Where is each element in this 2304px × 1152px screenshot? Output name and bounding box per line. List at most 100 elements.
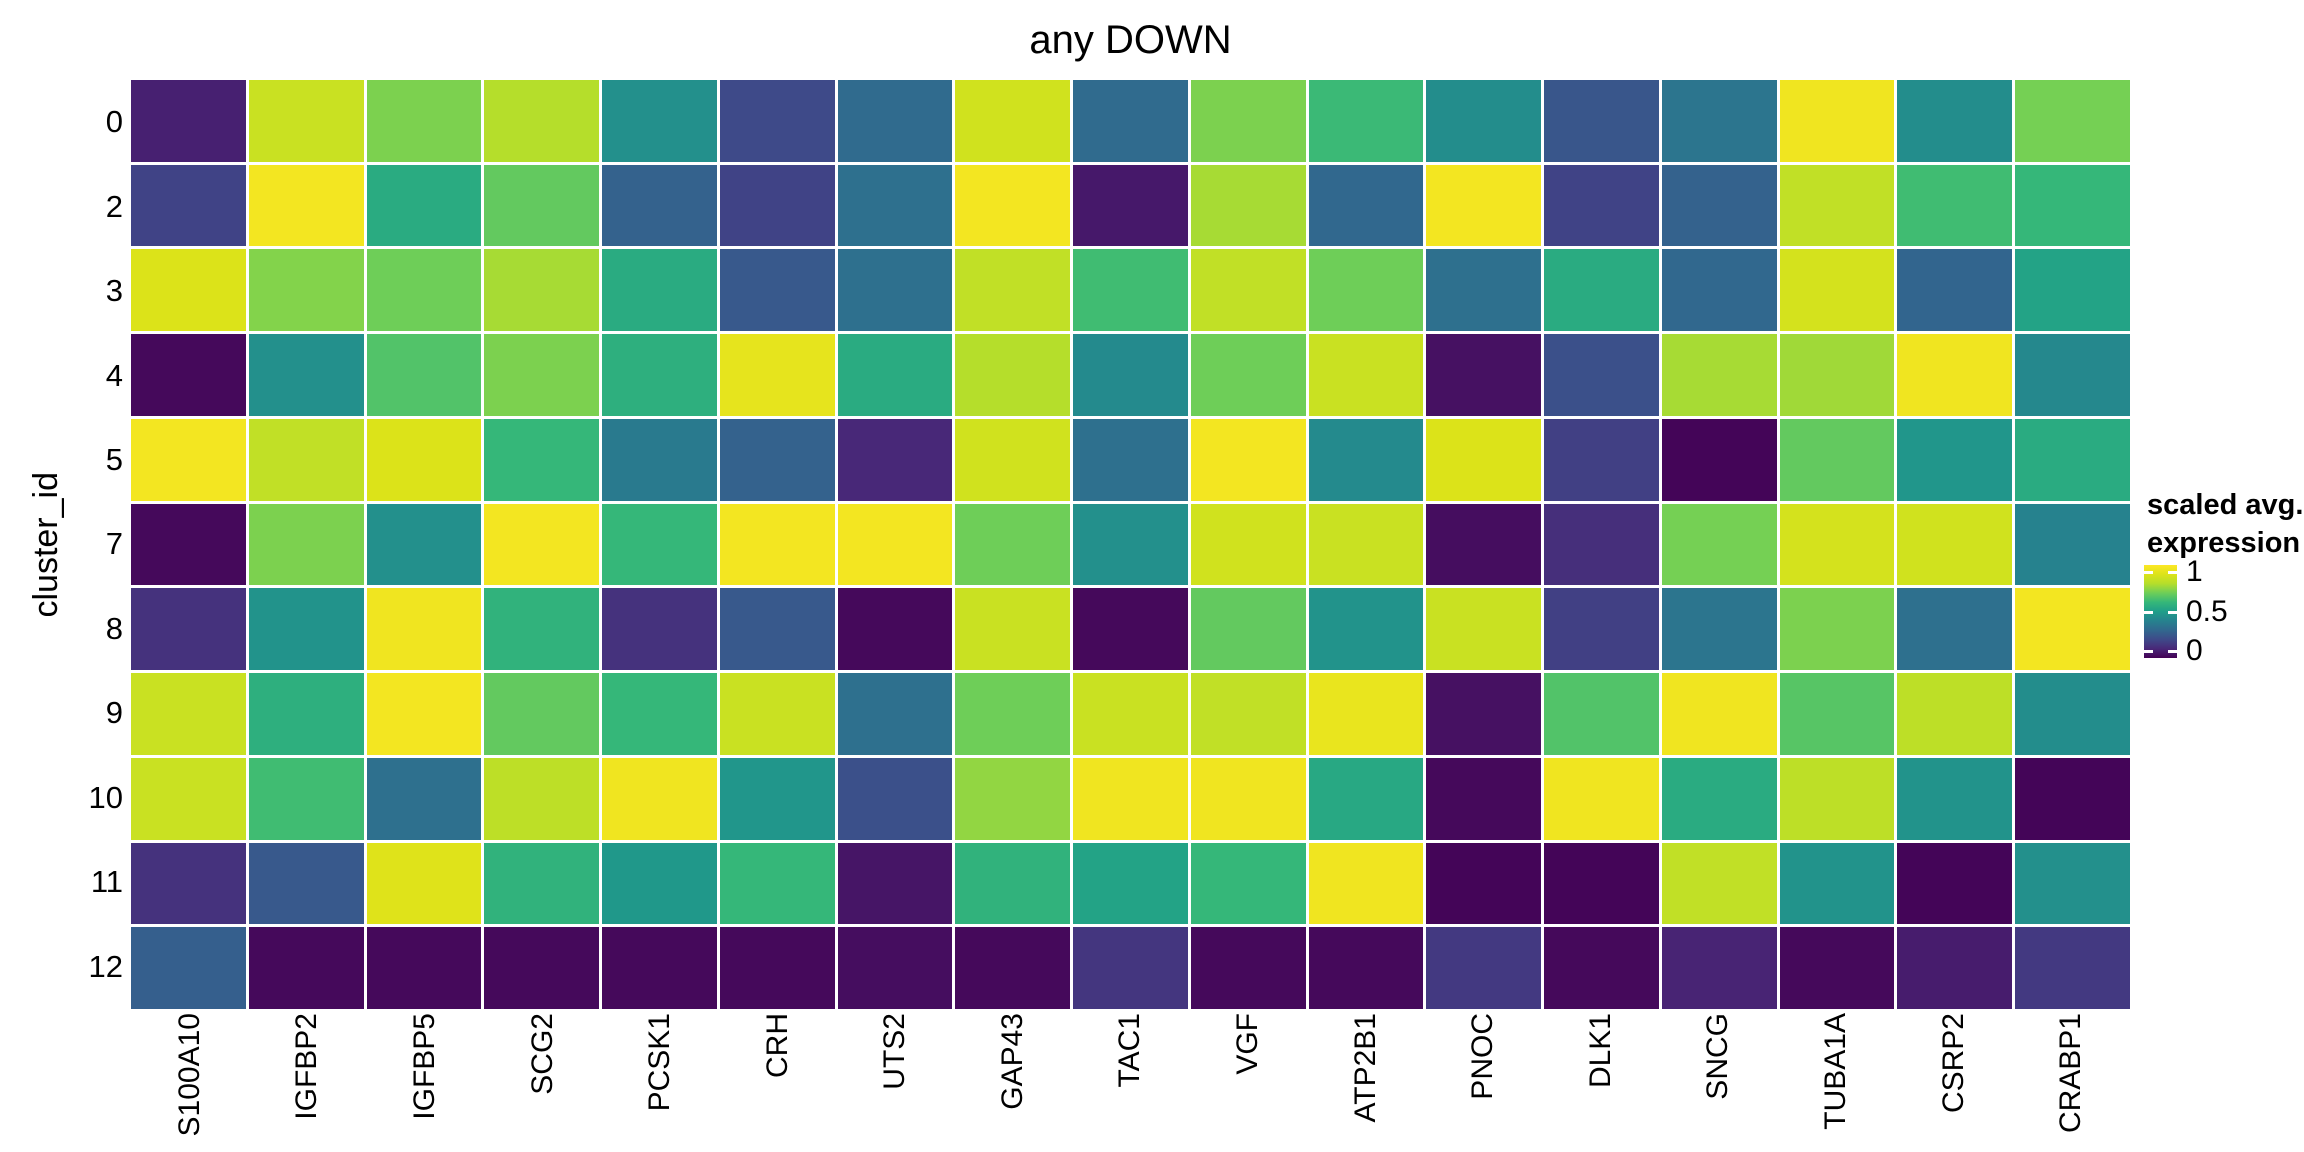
heatmap-cell: [1426, 249, 1542, 332]
heatmap-cell: [1544, 164, 1659, 247]
heatmap-cell: [131, 80, 246, 162]
heatmap-cell: [1190, 588, 1306, 671]
heatmap-cell: [955, 927, 1071, 1009]
x-tick-label: S100A10: [172, 1013, 206, 1137]
heatmap-cell: [1073, 249, 1188, 332]
heatmap-cell: [602, 673, 717, 755]
heatmap-cell: [1073, 80, 1188, 162]
legend-title-line1: scaled avg.: [2147, 489, 2304, 521]
heatmap-grid: [131, 80, 2130, 1009]
x-axis-tick-labels: S100A10 IGFBP2 IGFBP5 SCG2 PCSK1 CRH UTS2 GAP43…: [131, 1013, 2130, 1152]
heatmap-cell: [248, 334, 364, 416]
x-tick-label: IGFBP2: [290, 1013, 324, 1120]
colorbar-tick-mark: [2144, 570, 2153, 574]
x-tick-label: SCG2: [525, 1013, 559, 1095]
heatmap-cell: [719, 80, 835, 162]
x-tick-label-slot: PCSK1: [601, 1013, 719, 1152]
heatmap-cell: [602, 927, 717, 1009]
heatmap-cell: [484, 673, 600, 755]
heatmap-cell: [1897, 927, 2013, 1009]
heatmap-cell: [1661, 164, 1777, 247]
heatmap-cell: [1073, 164, 1188, 247]
heatmap-cell: [1661, 842, 1777, 925]
heatmap-cell: [719, 842, 835, 925]
heatmap-cell: [602, 503, 717, 586]
heatmap-cell: [837, 757, 953, 840]
x-tick-label: SNCG: [1701, 1013, 1735, 1100]
heatmap-cell: [719, 249, 835, 332]
heatmap-cell: [131, 334, 246, 416]
heatmap-cell: [1073, 842, 1188, 925]
y-tick-label: 8: [105, 610, 123, 646]
heatmap-cell: [955, 334, 1071, 416]
heatmap-cell: [1897, 588, 2013, 671]
heatmap-cell: [719, 927, 835, 1009]
heatmap-cell: [719, 588, 835, 671]
heatmap-cell: [1544, 588, 1659, 671]
heatmap-cell: [484, 927, 600, 1009]
heatmap-cell: [131, 249, 246, 332]
y-tick-label: 5: [105, 442, 123, 478]
heatmap-cell: [1661, 503, 1777, 586]
y-tick-label: 7: [105, 526, 123, 562]
heatmap-cell: [131, 757, 246, 840]
heatmap-cell: [131, 588, 246, 671]
heatmap-cell: [2015, 842, 2130, 925]
heatmap-cell: [1779, 757, 1895, 840]
heatmap-cell: [2015, 927, 2130, 1009]
heatmap-cell: [484, 80, 600, 162]
heatmap-cell: [837, 418, 953, 501]
y-tick-label: 2: [105, 188, 123, 224]
x-tick-label: ATP2B1: [1348, 1013, 1382, 1123]
heatmap-cell: [1661, 80, 1777, 162]
heatmap-cell: [1426, 842, 1542, 925]
heatmap-cell: [366, 673, 482, 755]
x-tick-label: PCSK1: [643, 1013, 677, 1112]
heatmap-cell: [1897, 164, 2013, 247]
heatmap-cell: [1779, 673, 1895, 755]
heatmap-cell: [248, 588, 364, 671]
x-tick-label: UTS2: [878, 1013, 912, 1090]
heatmap-cell: [837, 249, 953, 332]
heatmap-cell: [484, 334, 600, 416]
heatmap-cell: [1190, 418, 1306, 501]
heatmap-cell: [2015, 164, 2130, 247]
heatmap-cell: [1544, 757, 1659, 840]
heatmap-cell: [1308, 503, 1424, 586]
x-tick-label: IGFBP5: [407, 1013, 441, 1120]
heatmap-cell: [1897, 842, 2013, 925]
heatmap-cell: [1897, 249, 2013, 332]
y-tick-label: 12: [88, 948, 123, 984]
heatmap-cell: [2015, 418, 2130, 501]
heatmap-cell: [719, 673, 835, 755]
heatmap-cell: [1779, 588, 1895, 671]
heatmap-cell: [2015, 673, 2130, 755]
heatmap-cell: [248, 757, 364, 840]
x-tick-label: CRABP1: [2054, 1013, 2088, 1134]
heatmap-cell: [1190, 927, 1306, 1009]
heatmap-cell: [719, 503, 835, 586]
heatmap-cell: [1426, 673, 1542, 755]
heatmap-cell: [131, 164, 246, 247]
x-tick-label: VGF: [1231, 1013, 1265, 1075]
heatmap-cell: [1779, 249, 1895, 332]
heatmap-cell: [1426, 757, 1542, 840]
heatmap-cell: [1073, 503, 1188, 586]
y-tick-label: 11: [90, 864, 123, 900]
heatmap-cell: [131, 503, 246, 586]
x-tick-label-slot: SNCG: [1660, 1013, 1778, 1152]
heatmap-cell: [1190, 164, 1306, 247]
heatmap-cell: [1308, 334, 1424, 416]
heatmap-cell: [955, 249, 1071, 332]
heatmap-cell: [955, 503, 1071, 586]
heatmap-cell: [366, 418, 482, 501]
y-tick-label: 3: [105, 273, 123, 309]
x-tick-label-slot: S100A10: [131, 1013, 249, 1152]
heatmap-cell: [1779, 503, 1895, 586]
heatmap-cell: [1073, 588, 1188, 671]
heatmap-cell: [248, 164, 364, 247]
x-tick-label-slot: CRABP1: [2012, 1013, 2130, 1152]
heatmap-cell: [366, 80, 482, 162]
colorbar-tick-mark: [2144, 610, 2153, 614]
heatmap-cell: [1661, 249, 1777, 332]
